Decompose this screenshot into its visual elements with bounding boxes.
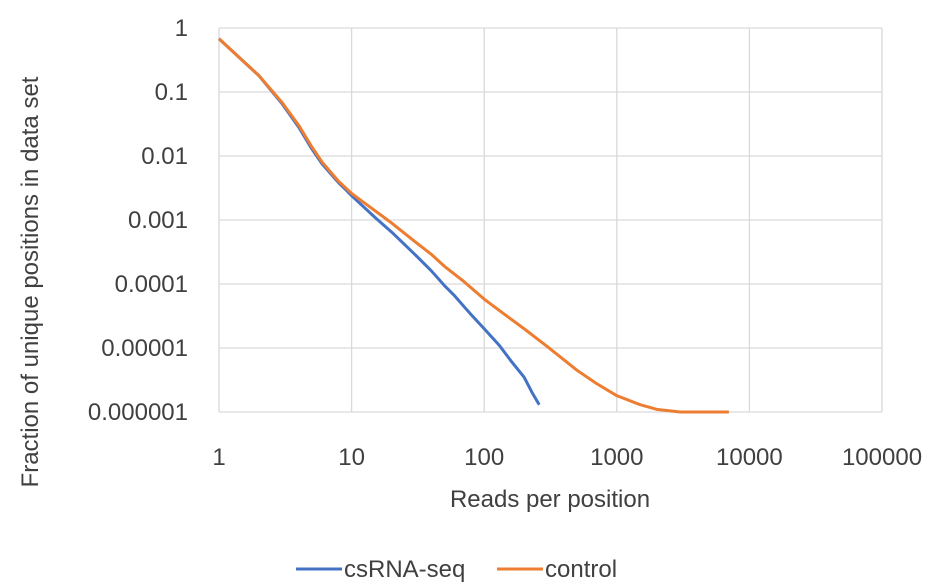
gridlines (218, 27, 883, 413)
series-line-control (217, 37, 729, 414)
legend-label-control: control (545, 556, 617, 583)
y-tick-label: 0.001 (128, 207, 188, 234)
y-tick-label: 0.01 (141, 143, 188, 170)
series-line-csrna-seq (217, 37, 541, 406)
x-axis-ticks: 1 10 100 1000 10000 100000 (212, 444, 922, 471)
series-layer (217, 37, 729, 414)
x-tick-label: 100000 (842, 444, 922, 471)
y-axis-title: Fraction of unique positions in data set (17, 76, 44, 487)
y-axis-ticks: 1 0.1 0.01 0.001 0.0001 0.00001 0.000001 (88, 15, 188, 426)
x-tick-label: 100 (464, 444, 504, 471)
x-tick-label: 10 (338, 444, 365, 471)
x-tick-label: 1000 (590, 444, 643, 471)
x-tick-label: 10000 (716, 444, 783, 471)
y-tick-label: 0.00001 (101, 335, 188, 362)
legend: csRNA-seq control (296, 556, 617, 583)
y-tick-label: 1 (175, 15, 188, 42)
y-tick-label: 0.1 (155, 79, 188, 106)
legend-label-csrna-seq: csRNA-seq (344, 556, 465, 583)
y-tick-label: 0.000001 (88, 399, 188, 426)
x-tick-label: 1 (212, 444, 225, 471)
x-axis-title: Reads per position (450, 486, 650, 513)
y-tick-label: 0.0001 (115, 271, 188, 298)
